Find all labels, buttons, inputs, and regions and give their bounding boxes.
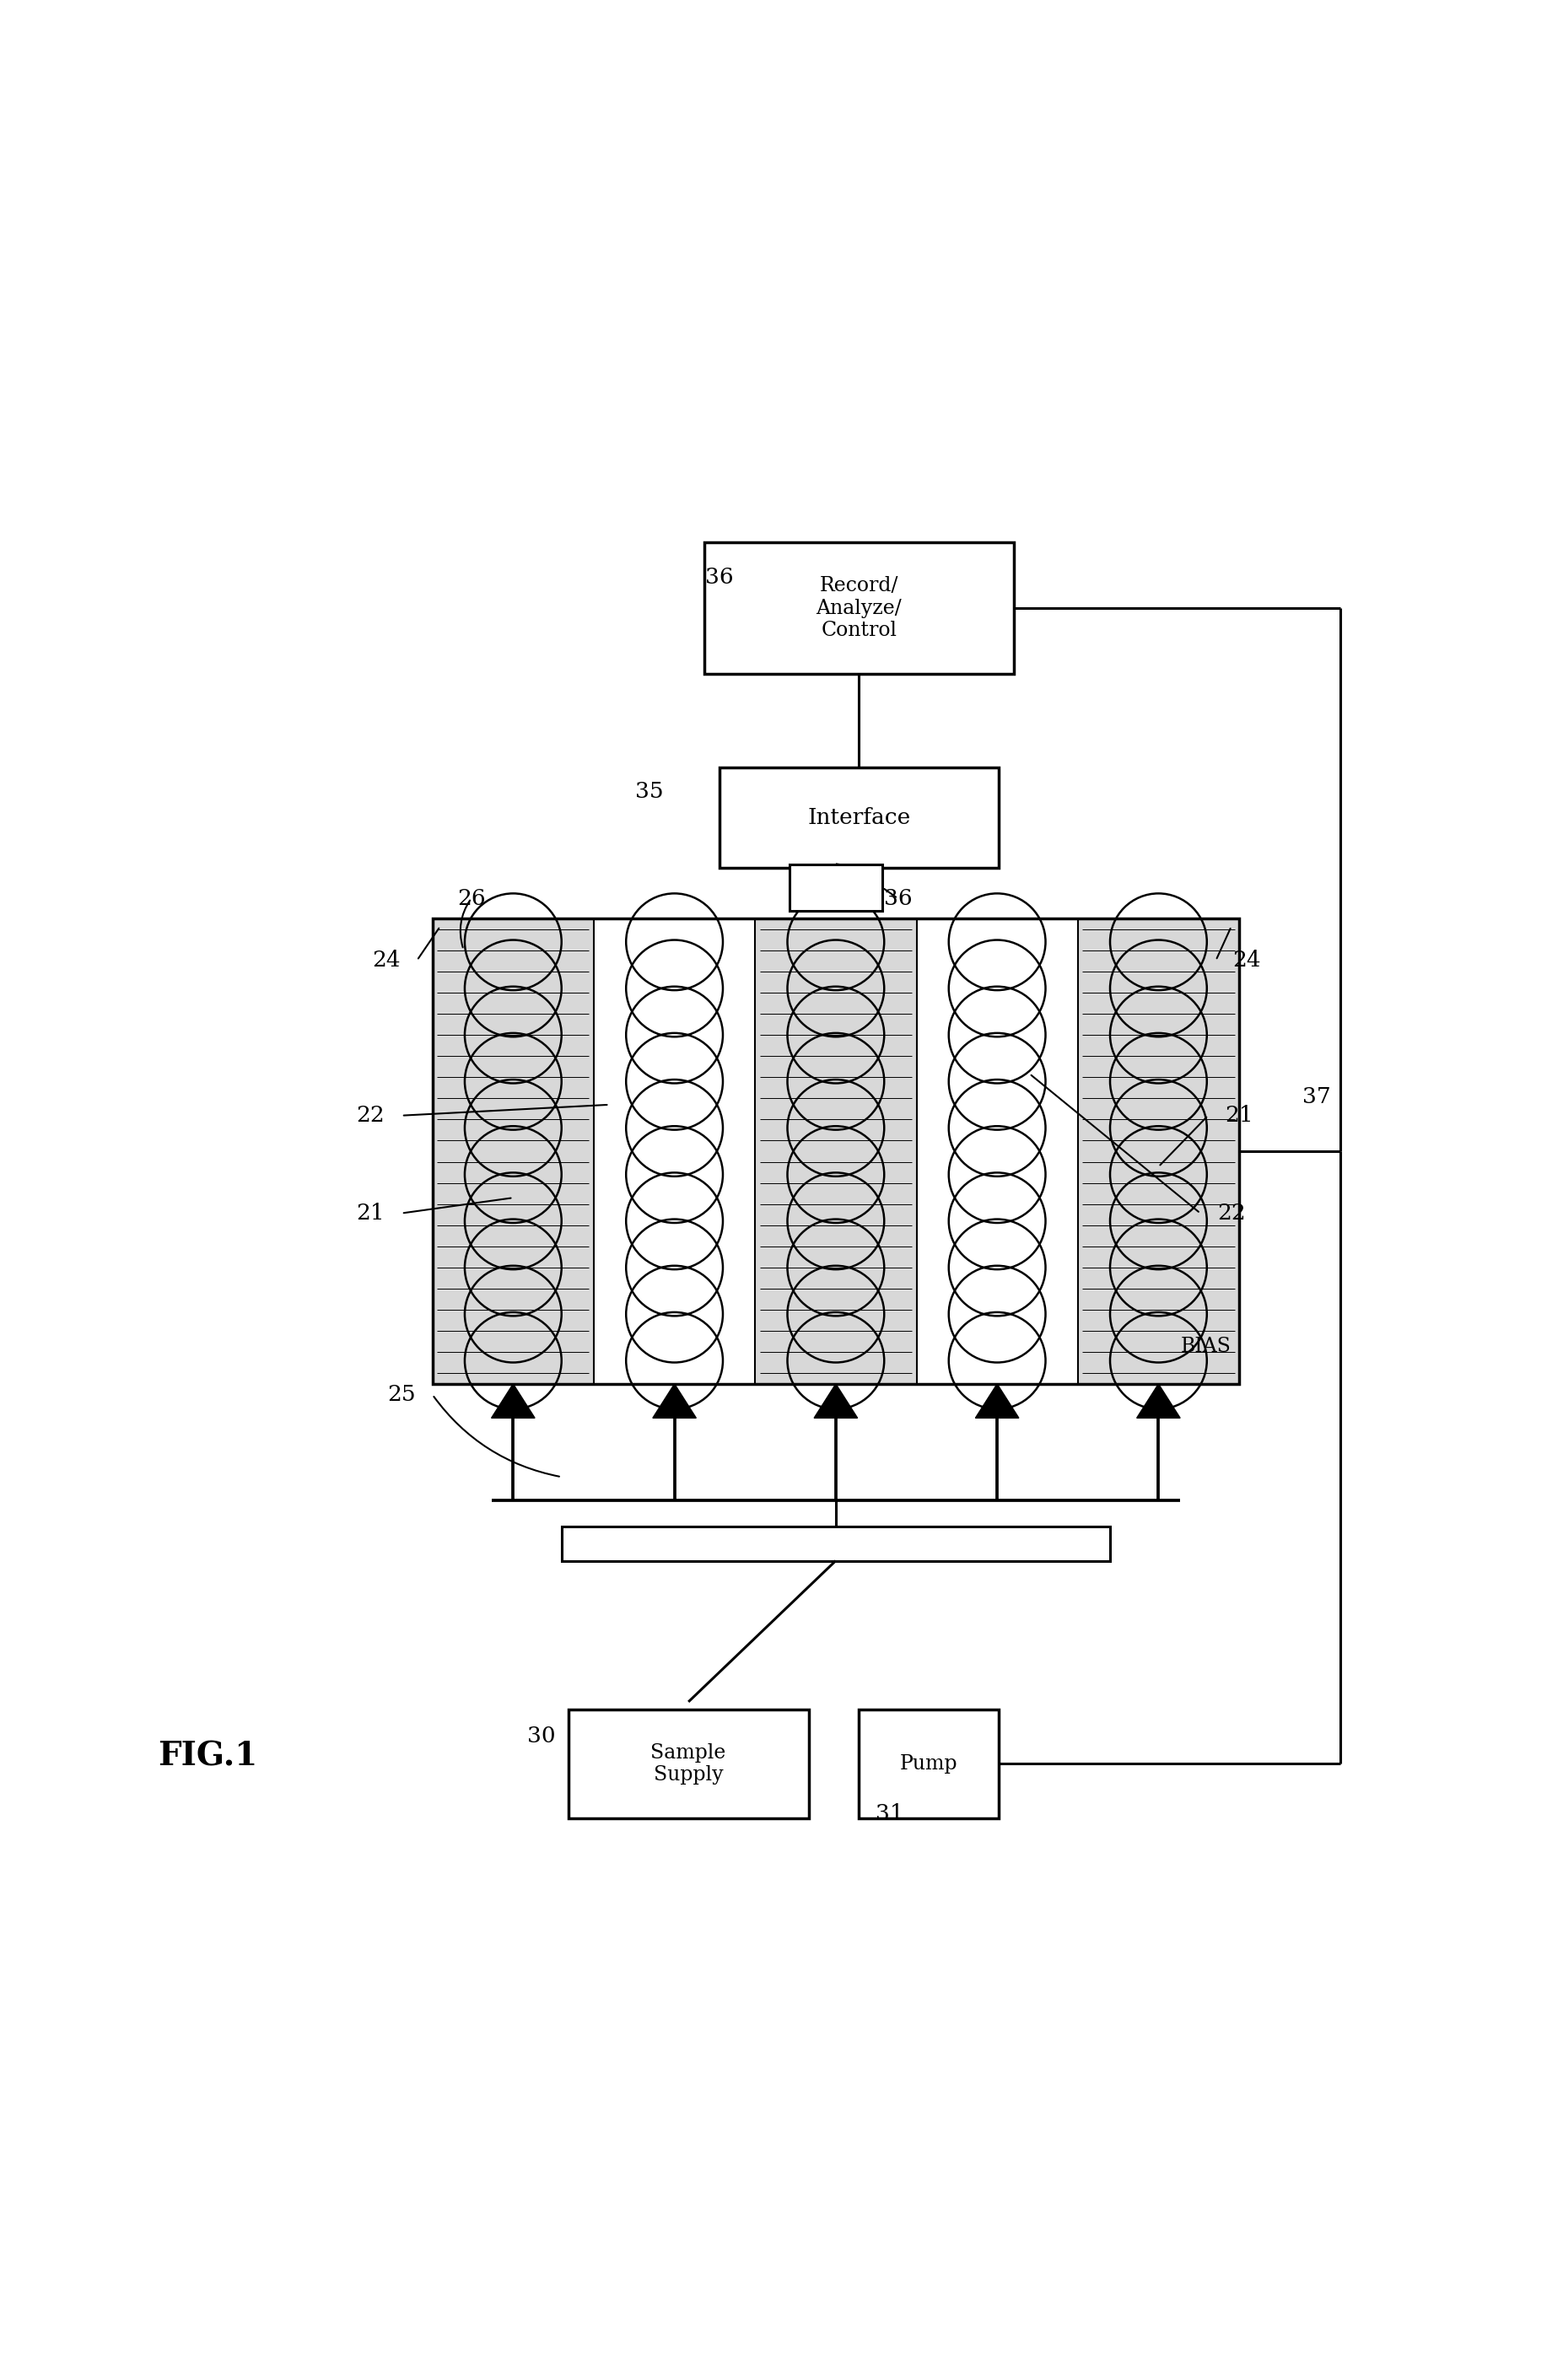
Bar: [703, 543, 1014, 674]
Text: 25: 25: [388, 1385, 416, 1404]
Text: 30: 30: [527, 1726, 555, 1747]
Text: Pump: Pump: [900, 1754, 958, 1773]
Bar: [789, 864, 883, 912]
Polygon shape: [653, 1383, 696, 1418]
Text: 22: 22: [1218, 1202, 1246, 1223]
Polygon shape: [814, 1383, 858, 1418]
Text: 37: 37: [1302, 1085, 1332, 1107]
Text: BIAS: BIAS: [1182, 1338, 1232, 1357]
Text: FIG.1: FIG.1: [158, 1740, 258, 1773]
Text: 36: 36: [705, 566, 733, 588]
Bar: [433, 919, 1239, 1383]
Text: 36: 36: [883, 888, 913, 909]
Text: 24: 24: [372, 950, 400, 971]
Bar: [569, 1709, 808, 1818]
Text: 24: 24: [1233, 950, 1261, 971]
Bar: [1078, 919, 1239, 1383]
Bar: [719, 766, 999, 869]
Bar: [860, 1709, 999, 1818]
Text: Record/
Analyze/
Control: Record/ Analyze/ Control: [816, 576, 902, 640]
Text: 22: 22: [356, 1104, 384, 1126]
Bar: [755, 919, 916, 1383]
Text: Interface: Interface: [808, 807, 911, 828]
Polygon shape: [1136, 1383, 1180, 1418]
Text: 26: 26: [456, 888, 486, 909]
Text: 21: 21: [1225, 1104, 1254, 1126]
Text: 35: 35: [636, 781, 664, 802]
Text: 31: 31: [875, 1804, 905, 1823]
Polygon shape: [975, 1383, 1019, 1418]
Text: Sample
Supply: Sample Supply: [650, 1742, 727, 1785]
Polygon shape: [491, 1383, 535, 1418]
Bar: [561, 1526, 1110, 1561]
Bar: [916, 919, 1078, 1383]
Bar: [433, 919, 594, 1383]
Bar: [594, 919, 755, 1383]
Text: 21: 21: [356, 1202, 384, 1223]
